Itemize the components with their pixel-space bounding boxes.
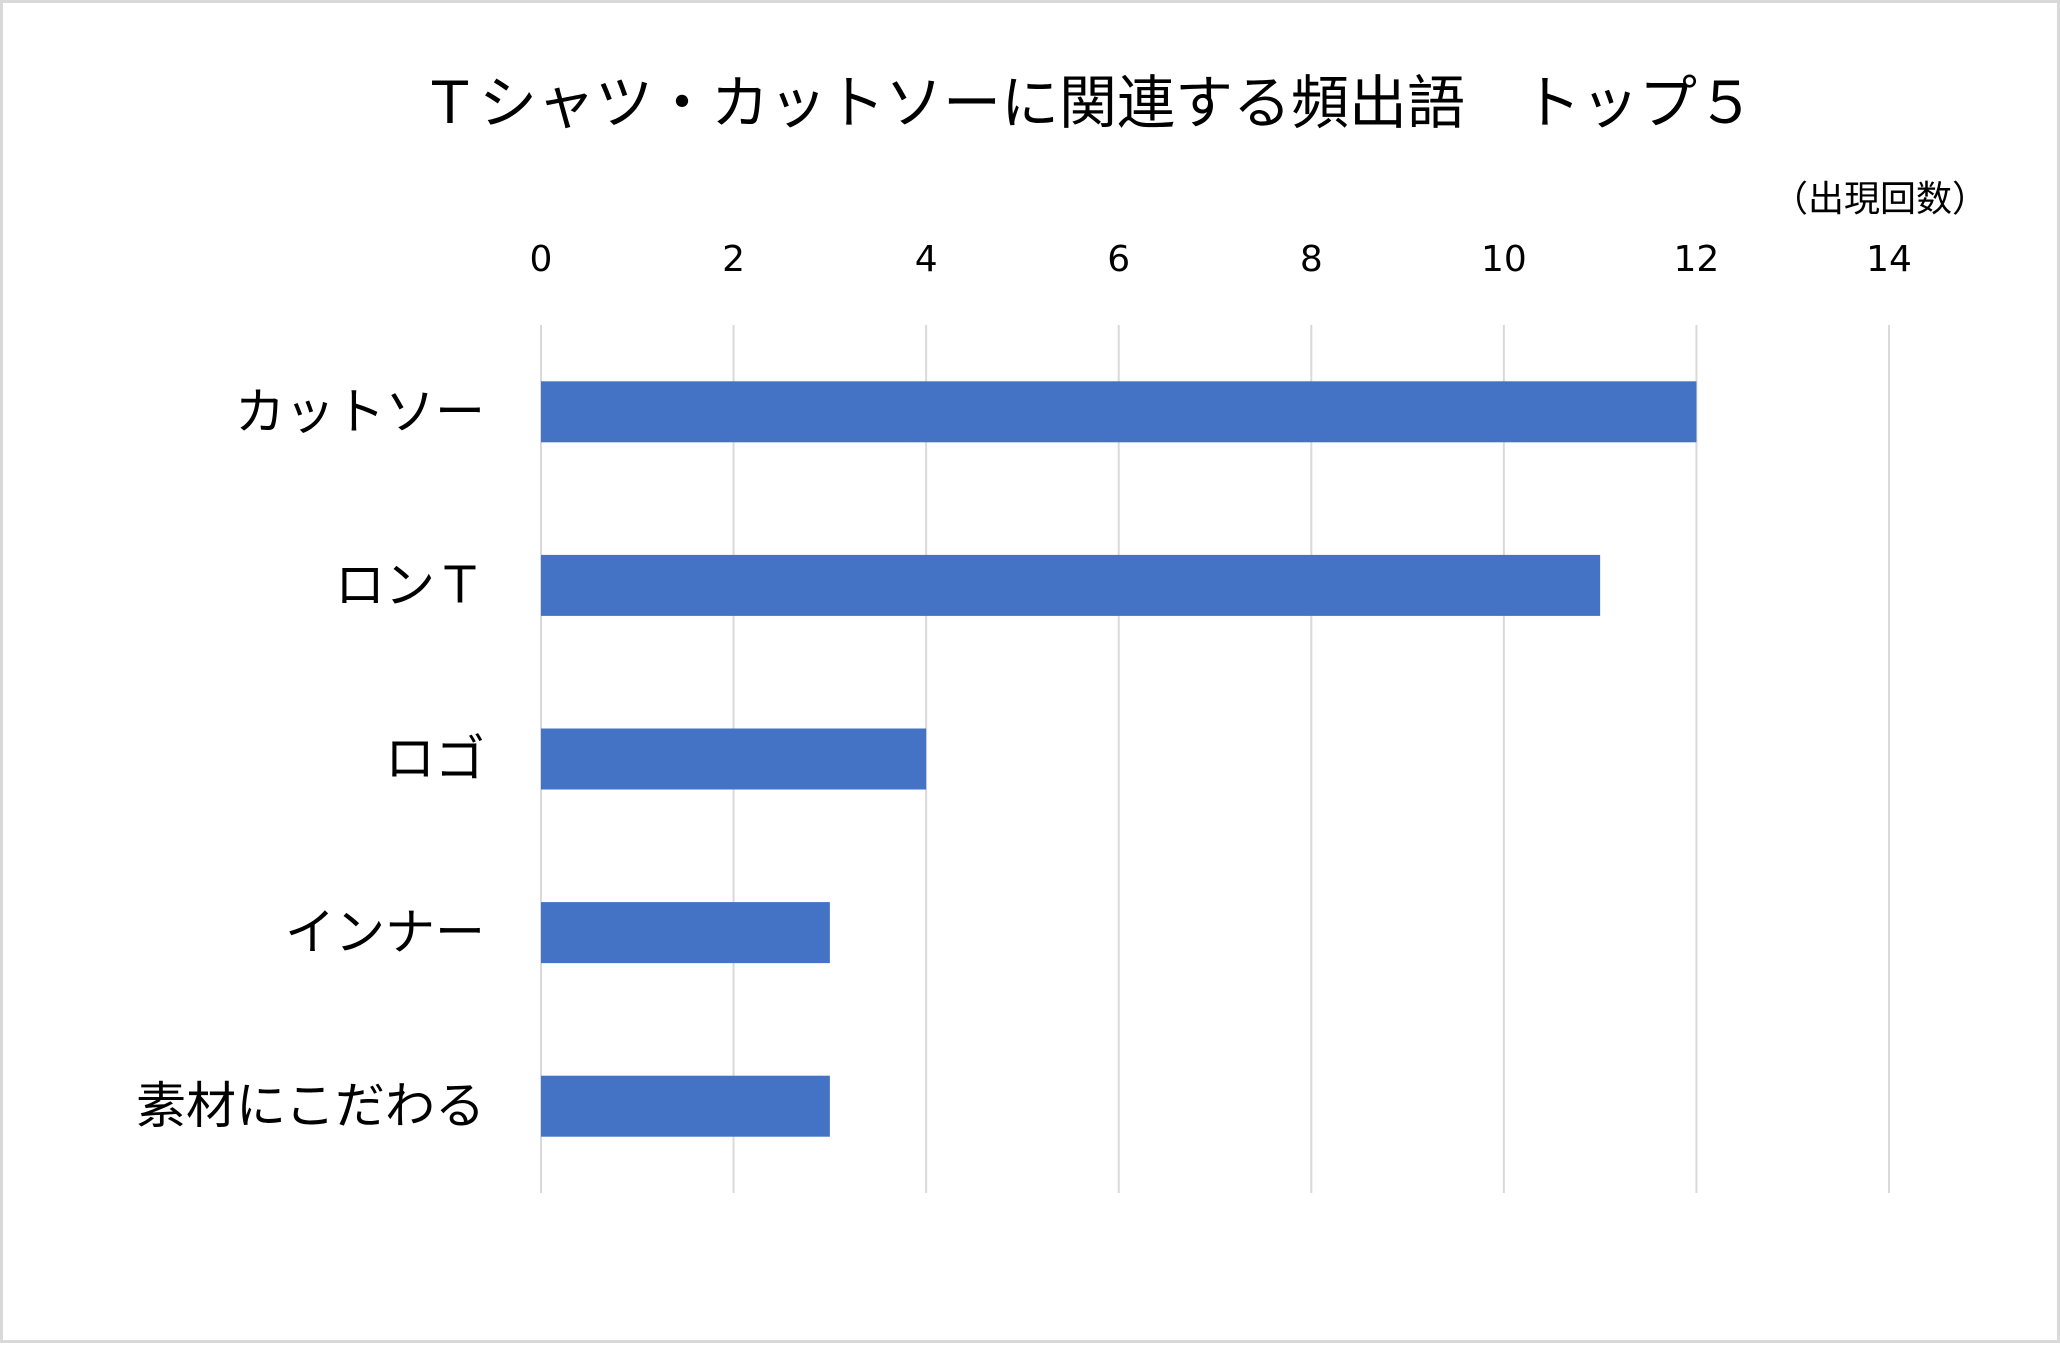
- bar: [541, 902, 830, 964]
- category-label: 素材にこだわる: [136, 1077, 485, 1135]
- bars: [541, 381, 1697, 1137]
- chart-title: Ｔシャツ・カットソーに関連する頻出語 トップ５: [421, 69, 1755, 137]
- bar-chart: Ｔシャツ・カットソーに関連する頻出語 トップ５ （出現回数） 0 2 4 6 8 10 12…: [136, 69, 1988, 1193]
- x-tick-label: 12: [1674, 239, 1720, 280]
- x-tick-label: 8: [1300, 239, 1323, 280]
- category-label: ロゴ: [385, 730, 485, 788]
- x-tick-label: 6: [1107, 239, 1130, 280]
- x-tick-label: 14: [1866, 239, 1912, 280]
- axis-unit-label: （出現回数）: [1772, 179, 1988, 220]
- x-axis-ticks: 0 2 4 6 8 10 12 14: [530, 239, 1912, 280]
- category-label: ロンＴ: [335, 556, 485, 614]
- x-tick-label: 4: [915, 239, 938, 280]
- bar: [541, 1075, 830, 1137]
- x-tick-label: 2: [722, 239, 745, 280]
- gridlines: [540, 325, 1890, 1193]
- bar: [541, 728, 927, 790]
- bar: [541, 381, 1697, 443]
- x-tick-label: 0: [530, 239, 553, 280]
- bar: [541, 554, 1601, 616]
- category-label: カットソー: [235, 383, 485, 441]
- x-tick-label: 10: [1481, 239, 1527, 280]
- category-label: インナー: [285, 904, 485, 962]
